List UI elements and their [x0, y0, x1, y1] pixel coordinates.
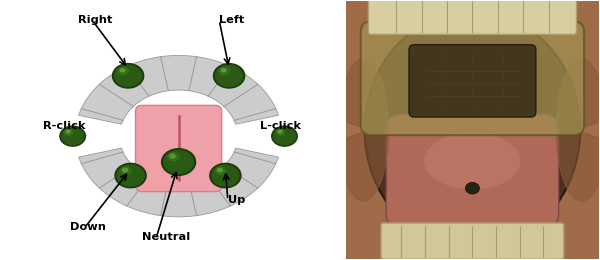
- Ellipse shape: [472, 0, 600, 130]
- Ellipse shape: [556, 59, 600, 201]
- Ellipse shape: [118, 67, 128, 75]
- Ellipse shape: [218, 168, 223, 172]
- Ellipse shape: [115, 65, 142, 86]
- Ellipse shape: [466, 182, 479, 194]
- Ellipse shape: [214, 64, 245, 88]
- Text: Up: Up: [228, 195, 245, 205]
- FancyBboxPatch shape: [136, 105, 221, 192]
- Ellipse shape: [123, 168, 128, 172]
- Ellipse shape: [215, 167, 226, 174]
- Ellipse shape: [424, 133, 521, 190]
- Ellipse shape: [67, 130, 70, 133]
- Ellipse shape: [365, 11, 580, 249]
- Polygon shape: [79, 148, 278, 217]
- Text: L-click: L-click: [260, 121, 301, 131]
- Ellipse shape: [164, 151, 193, 173]
- Ellipse shape: [60, 126, 85, 146]
- Ellipse shape: [295, 0, 472, 130]
- Ellipse shape: [210, 163, 241, 188]
- Ellipse shape: [115, 163, 146, 188]
- Ellipse shape: [278, 130, 282, 133]
- Text: Neutral: Neutral: [142, 232, 190, 242]
- Ellipse shape: [472, 130, 600, 260]
- Ellipse shape: [65, 129, 73, 135]
- Ellipse shape: [161, 149, 196, 175]
- Ellipse shape: [121, 167, 131, 174]
- Polygon shape: [79, 55, 278, 124]
- Ellipse shape: [221, 69, 226, 72]
- Ellipse shape: [212, 165, 239, 186]
- FancyBboxPatch shape: [386, 114, 559, 228]
- FancyBboxPatch shape: [368, 0, 577, 34]
- FancyBboxPatch shape: [361, 21, 584, 135]
- Ellipse shape: [113, 64, 143, 88]
- Ellipse shape: [215, 65, 242, 86]
- Ellipse shape: [168, 153, 179, 161]
- Text: Down: Down: [70, 222, 106, 232]
- Ellipse shape: [274, 128, 296, 145]
- Ellipse shape: [117, 165, 144, 186]
- FancyBboxPatch shape: [409, 45, 536, 117]
- Text: R-click: R-click: [43, 121, 86, 131]
- Ellipse shape: [219, 67, 229, 75]
- Ellipse shape: [272, 126, 297, 146]
- Ellipse shape: [62, 128, 84, 145]
- Text: Left: Left: [219, 15, 244, 25]
- Ellipse shape: [403, 110, 542, 227]
- Ellipse shape: [338, 59, 389, 201]
- Ellipse shape: [277, 129, 285, 135]
- Ellipse shape: [295, 130, 472, 260]
- Ellipse shape: [121, 69, 125, 72]
- Text: Right: Right: [77, 15, 112, 25]
- Ellipse shape: [170, 154, 175, 158]
- FancyBboxPatch shape: [381, 223, 564, 259]
